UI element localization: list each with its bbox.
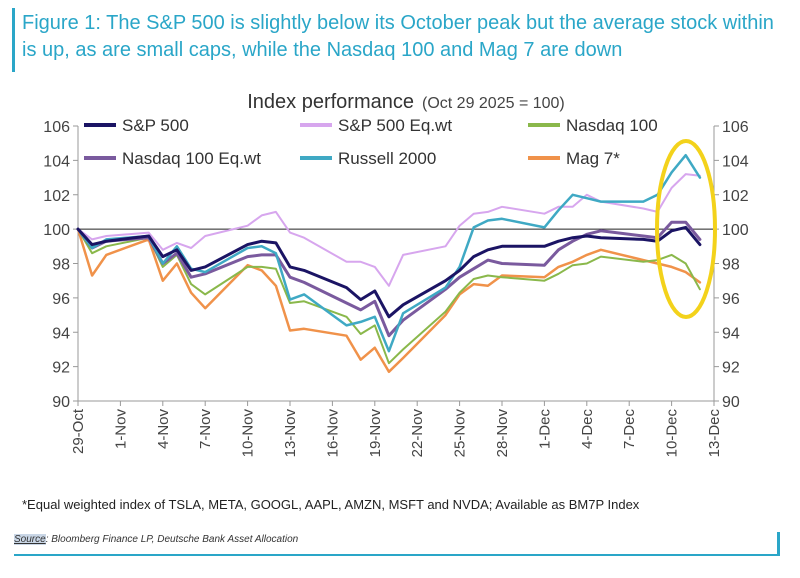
- y-tick-label-right: 100: [722, 222, 749, 239]
- source-note: Source: Bloomberg Finance LP, Deutsche B…: [14, 534, 298, 545]
- x-tick-label: 13-Nov: [282, 409, 299, 458]
- x-tick-label: 10-Nov: [240, 409, 257, 458]
- corner-rule: [777, 532, 780, 556]
- bottom-rule: [14, 554, 780, 556]
- y-tick-label-left: 92: [52, 360, 70, 377]
- y-tick-label-right: 92: [722, 360, 740, 377]
- y-tick-label-right: 98: [722, 257, 740, 274]
- legend-label-nasdaq-100: Nasdaq 100: [566, 116, 658, 135]
- x-tick-label: 1-Nov: [112, 409, 129, 450]
- x-tick-label: 10-Dec: [664, 409, 681, 458]
- figure-title: Figure 1: The S&P 500 is slightly below …: [22, 12, 774, 61]
- index-performance-chart: Index performance (Oct 29 2025 = 100) 90…: [43, 91, 749, 457]
- y-tick-label-right: 106: [722, 119, 749, 136]
- y-tick-label-left: 102: [43, 188, 70, 205]
- y-tick-label-left: 90: [52, 394, 70, 411]
- y-tick-label-right: 90: [722, 394, 740, 411]
- y-tick-label-right: 102: [722, 188, 749, 205]
- y-tick-label-left: 96: [52, 291, 70, 308]
- chart-title: Index performance: [247, 91, 414, 113]
- legend: S&P 500 S&P 500 Eq.wt Nasdaq 100 Nasdaq 100…: [84, 116, 658, 168]
- y-tick-label-right: 96: [722, 291, 740, 308]
- y-tick-label-left: 94: [52, 325, 70, 342]
- x-tick-label: 7-Dec: [621, 409, 638, 450]
- x-tick-label: 4-Nov: [155, 409, 172, 450]
- legend-label-nasdaq-100-eq-wt: Nasdaq 100 Eq.wt: [122, 149, 261, 168]
- footnote: *Equal weighted index of TSLA, META, GOO…: [22, 497, 640, 512]
- series-line-nasdaq-100-eq-wt: [76, 220, 702, 338]
- legend-label-mag-7: Mag 7*: [566, 149, 620, 168]
- legend-label-s-p-500-eq-wt: S&P 500 Eq.wt: [338, 116, 452, 135]
- source-label: Source: [14, 534, 46, 545]
- y-tick-label-left: 98: [52, 257, 70, 274]
- source-text: : Bloomberg Finance LP, Deutsche Bank As…: [45, 534, 299, 545]
- y-tick-label-left: 100: [43, 222, 70, 239]
- y-tick-label-right: 104: [722, 153, 749, 170]
- chart-subtitle: (Oct 29 2025 = 100): [422, 95, 565, 112]
- series-layer: [76, 153, 702, 374]
- title-accent-rule: [12, 8, 15, 72]
- legend-label-s-p-500: S&P 500: [122, 116, 189, 135]
- y-tick-label-left: 106: [43, 119, 70, 136]
- series-line-russell-2000: [76, 153, 702, 353]
- x-tick-label: 16-Nov: [324, 409, 341, 458]
- series-line-nasdaq-100: [77, 228, 701, 365]
- x-tick-label: 22-Nov: [409, 409, 426, 458]
- axes-layer: 90 90 92 92 94 94 96 96 98 98 100 100 102 102 104 104 10…: [43, 119, 749, 457]
- x-tick-label: 13-Dec: [706, 409, 723, 458]
- legend-label-russell-2000: Russell 2000: [338, 149, 436, 168]
- x-tick-label: 19-Nov: [367, 409, 384, 458]
- x-tick-label: 29-Oct: [70, 408, 87, 454]
- x-tick-label: 1-Dec: [536, 409, 553, 450]
- x-tick-label: 7-Nov: [197, 409, 214, 450]
- series-line-s-p-500: [76, 225, 702, 319]
- x-tick-label: 4-Dec: [579, 409, 596, 450]
- series-line-mag-7: [76, 227, 702, 374]
- x-tick-label: 25-Nov: [452, 409, 469, 458]
- y-tick-label-left: 104: [43, 153, 70, 170]
- y-tick-label-right: 94: [722, 325, 740, 342]
- highlight-ellipse: [655, 139, 717, 319]
- x-tick-label: 28-Nov: [494, 409, 511, 458]
